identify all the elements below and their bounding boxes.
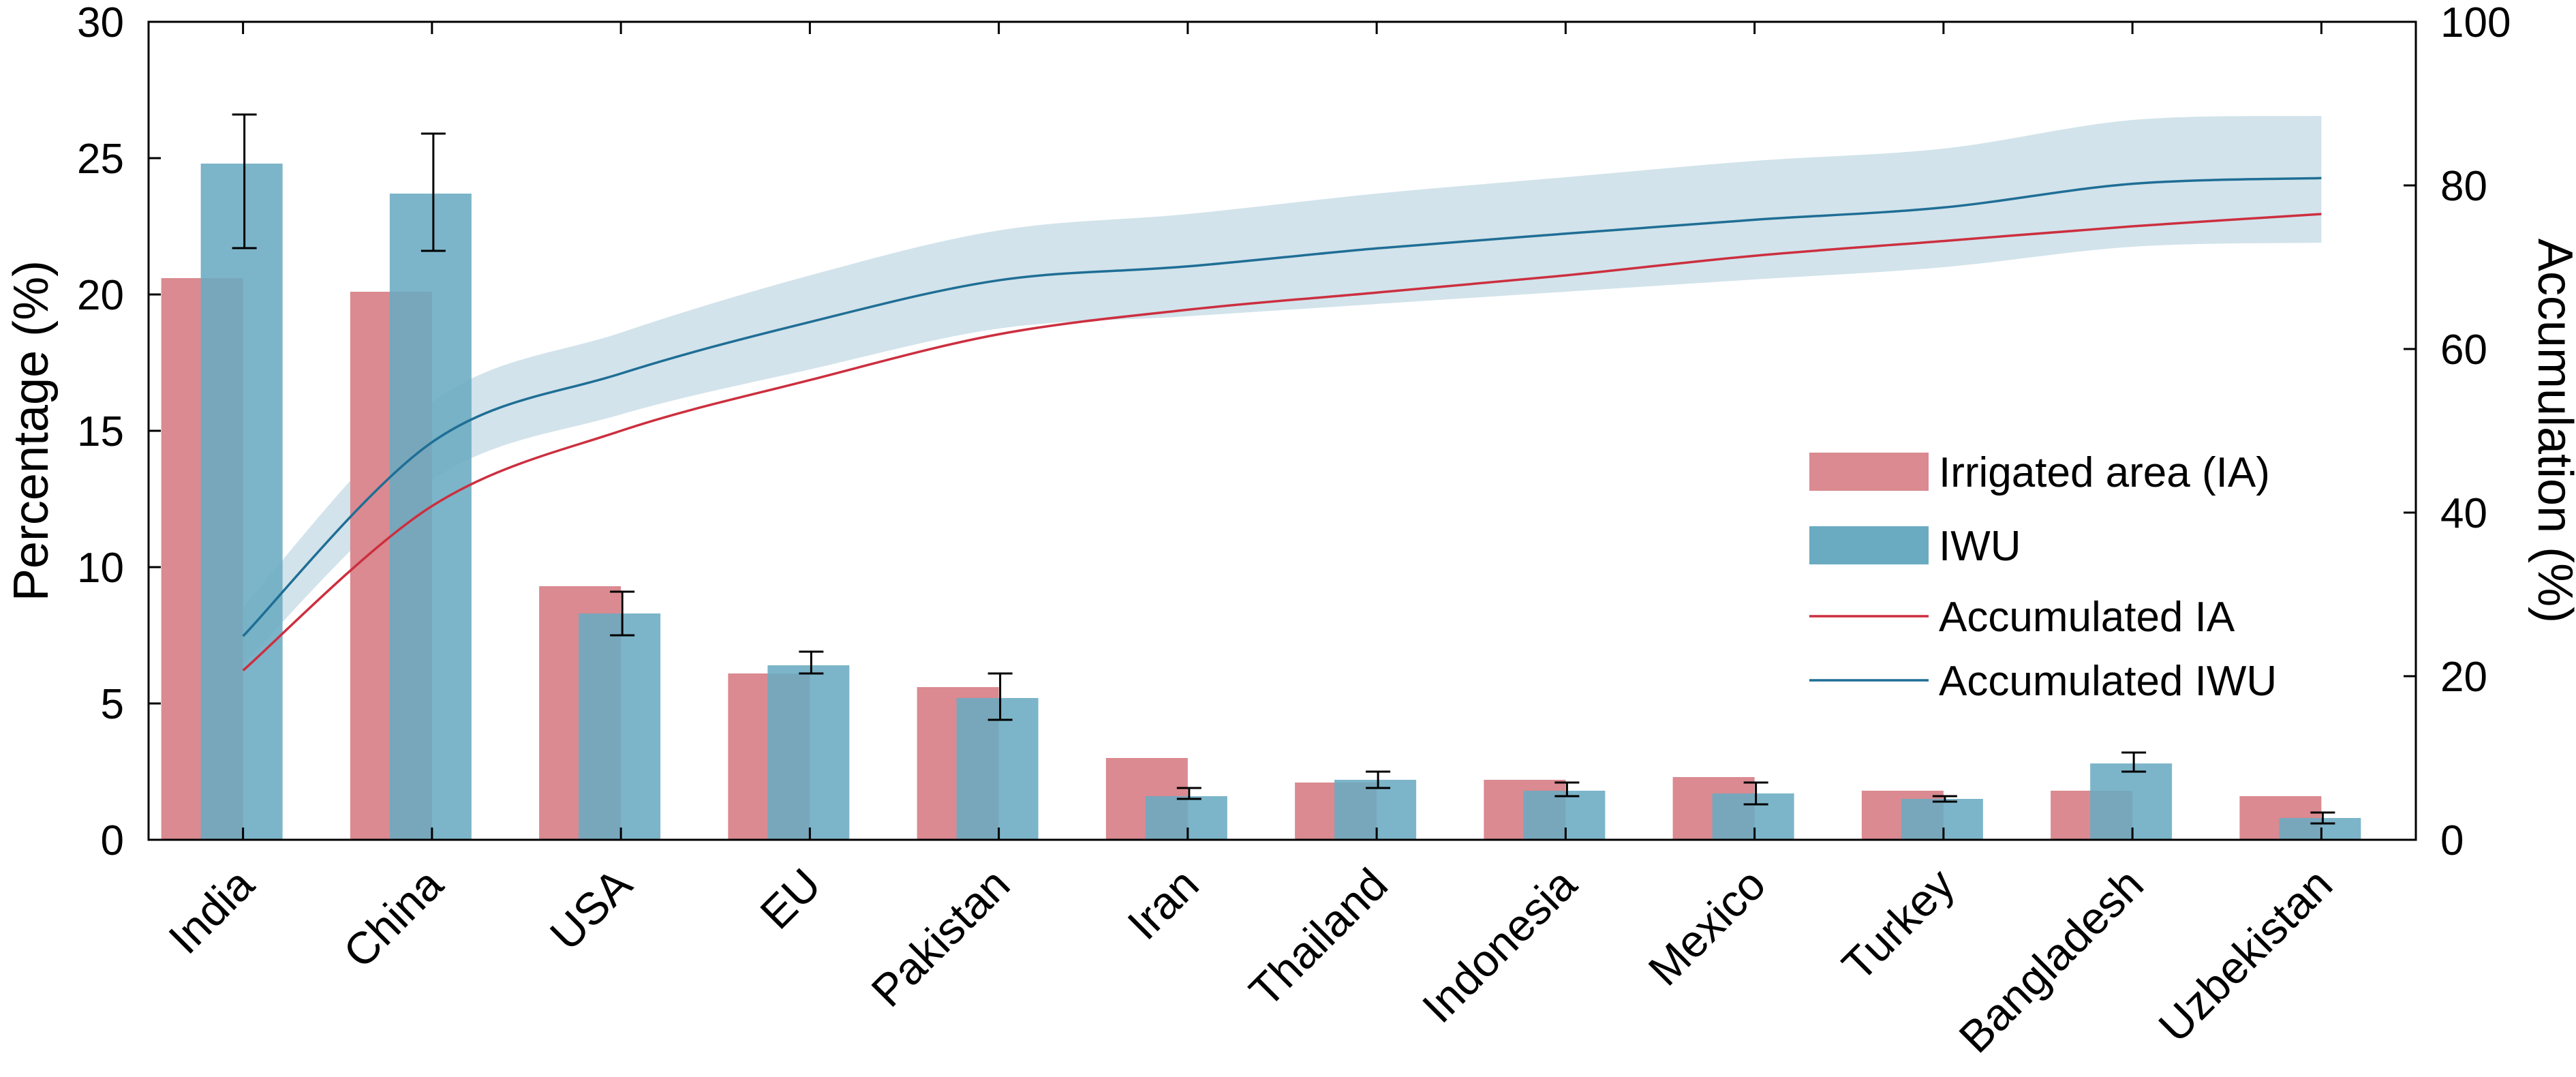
error-bar-iwu-pakistan xyxy=(987,672,1013,721)
bar-iwu-mexico xyxy=(1712,793,1794,840)
accumulation-line-group xyxy=(242,177,2322,671)
y-left-tick-label: 5 xyxy=(101,681,124,728)
error-bar-iwu-mexico xyxy=(1743,781,1768,806)
error-bar-iwu-china xyxy=(420,132,446,252)
bar-iwu-china xyxy=(389,194,472,840)
x-tick-label-eu: EU xyxy=(750,859,830,939)
bar-iwu-uzbekistan xyxy=(2279,818,2361,840)
x-tick-label-iran: Iran xyxy=(1118,859,1208,950)
x-tick-label-usa: USA xyxy=(540,859,641,960)
legend-label: IWU xyxy=(1939,523,2021,570)
bar-iwu-eu xyxy=(767,665,850,840)
y-left-tick-label: 20 xyxy=(77,272,124,319)
y-right-tick-label: 40 xyxy=(2440,490,2487,537)
legend-label: Accumulated IA xyxy=(1939,594,2235,641)
y-left-tick-label: 15 xyxy=(77,408,124,455)
bar-iwu-turkey xyxy=(1901,799,1983,840)
error-bar-iwu-usa xyxy=(610,590,635,637)
y-left-axis-title: Percentage (%) xyxy=(4,260,59,601)
y-left-tick-label: 0 xyxy=(101,817,124,864)
x-tick-label-india: India xyxy=(159,858,264,963)
x-tick-label-mexico: Mexico xyxy=(1638,859,1775,995)
error-bar-iwu-iran xyxy=(1176,787,1201,800)
line-accumulated-ia xyxy=(242,213,2322,671)
bar-iwu-india xyxy=(200,164,283,840)
y-right-tick-label: 80 xyxy=(2440,163,2487,210)
bar-iwu-thailand xyxy=(1334,780,1417,840)
y-right-axis-title: Accumulation (%) xyxy=(2528,239,2576,623)
legend-item-irrigated-area-ia: Irrigated area (IA) xyxy=(1809,449,2270,496)
y-left-tick-label: 30 xyxy=(77,0,124,46)
x-tick-label-thailand: Thailand xyxy=(1240,859,1397,1016)
error-bar-iwu-indonesia xyxy=(1554,781,1580,798)
bar-iwu-pakistan xyxy=(956,698,1039,840)
error-bar-iwu-thailand xyxy=(1366,770,1391,789)
x-tick-label-turkey: Turkey xyxy=(1833,859,1964,990)
y-left-tick-label: 25 xyxy=(77,136,124,183)
y-right-tick-label: 60 xyxy=(2440,327,2487,374)
y-right-tick-label: 20 xyxy=(2440,654,2487,701)
bar-group xyxy=(161,164,2361,840)
x-tick-label-indonesia: Indonesia xyxy=(1413,858,1586,1032)
bar-iwu-iran xyxy=(1145,796,1227,840)
legend-item-iwu: IWU xyxy=(1809,523,2021,570)
y-right-tick-label: 0 xyxy=(2440,817,2464,864)
error-bar-iwu-uzbekistan xyxy=(2310,811,2335,825)
legend-swatch xyxy=(1809,526,1929,564)
error-bar-iwu-eu xyxy=(799,650,824,675)
legend-swatch xyxy=(1809,453,1929,491)
x-tick-label-uzbekistan: Uzbekistan xyxy=(2149,859,2342,1052)
line-accumulated-iwu xyxy=(242,177,2322,637)
legend-item-accumulated-iwu: Accumulated IWU xyxy=(1809,658,2277,705)
legend-item-accumulated-ia: Accumulated IA xyxy=(1809,594,2235,641)
error-bar-iwu-bangladesh xyxy=(2121,751,2147,773)
y-left-tick-label: 10 xyxy=(77,545,124,592)
error-bar-group xyxy=(232,113,2335,825)
error-bar-iwu-india xyxy=(232,113,257,249)
legend: Irrigated area (IA) IWU Accumulated IA Accu… xyxy=(1809,449,2277,705)
bar-iwu-indonesia xyxy=(1523,791,1606,840)
legend-label: Accumulated IWU xyxy=(1939,658,2277,705)
legend-label: Irrigated area (IA) xyxy=(1939,449,2270,496)
x-tick-label-pakistan: Pakistan xyxy=(861,859,1019,1016)
error-bar-iwu-turkey xyxy=(1932,795,1957,803)
bar-iwu-bangladesh xyxy=(2090,763,2173,840)
y-right-tick-label: 100 xyxy=(2440,0,2511,46)
bar-iwu-usa xyxy=(579,613,661,840)
x-tick-label-china: China xyxy=(334,858,453,977)
x-tick-label-bangladesh: Bangladesh xyxy=(1949,859,2153,1063)
